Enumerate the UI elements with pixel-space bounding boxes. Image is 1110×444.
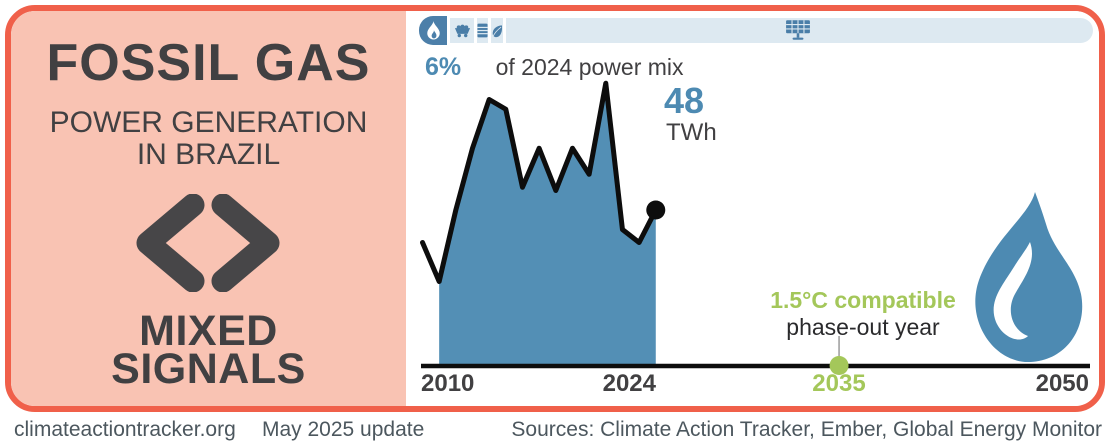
power-mix-caption: 6% of 2024 power mix — [425, 53, 684, 83]
coal-segment — [450, 18, 474, 43]
verdict-line1: MIXED — [139, 307, 278, 355]
power-mix-bar — [419, 16, 1093, 45]
gas-share-value: 6% — [425, 53, 462, 81]
footer: climateactiontracker.org May 2025 update… — [0, 415, 1110, 444]
coal-cart-icon — [454, 24, 470, 37]
mixed-signals-icon — [136, 194, 280, 292]
axis-tick-2010: 2010 — [421, 370, 475, 397]
verdict-line2: SIGNALS — [111, 344, 306, 393]
leaf-icon — [492, 24, 503, 38]
latest-point-marker — [646, 200, 666, 220]
rest-of-mix-segment — [506, 18, 1093, 43]
axis-tick-2024: 2024 — [602, 370, 656, 397]
left-panel: FOSSIL GAS POWER GENERATION IN BRAZIL MI… — [11, 11, 406, 406]
latest-value: 48 — [664, 80, 705, 121]
latest-value-unit: TWh — [666, 119, 717, 146]
phaseout-label-line1: 1.5°C compatible — [770, 287, 956, 313]
verdict-label: MIXED SIGNALS — [11, 307, 406, 393]
generation-line — [420, 80, 659, 284]
subtitle-line1: POWER GENERATION — [49, 106, 368, 139]
subtitle: POWER GENERATION IN BRAZIL — [11, 107, 406, 171]
page-title: FOSSIL GAS — [46, 34, 371, 92]
oil-barrel-icon — [477, 23, 488, 38]
oil-segment — [477, 18, 488, 43]
phaseout-label: 1.5°C compatible phase-out year — [713, 287, 1013, 341]
gas-share-caption: of 2024 power mix — [495, 54, 684, 80]
fossil-gas-segment — [419, 16, 447, 45]
sources-text: Sources: Climate Action Tracker, Ember, … — [511, 418, 1102, 441]
axis-tick-2035: 2035 — [812, 370, 866, 397]
generation-area — [439, 83, 656, 366]
axis-tick-2050: 2050 — [1035, 370, 1089, 397]
solar-panel-icon — [786, 20, 810, 40]
site-url[interactable]: climateactiontracker.org — [14, 418, 236, 441]
bioenergy-segment — [491, 18, 503, 43]
phaseout-label-line2: phase-out year — [786, 314, 940, 341]
infographic-card: FOSSIL GAS POWER GENERATION IN BRAZIL MI… — [5, 5, 1105, 412]
subtitle-line2: IN BRAZIL — [136, 137, 281, 171]
update-date: May 2025 update — [262, 418, 425, 441]
flame-icon — [426, 21, 440, 40]
chart-panel: 6% of 2024 power mix 48 TWh 1.5°C — [406, 11, 1099, 406]
